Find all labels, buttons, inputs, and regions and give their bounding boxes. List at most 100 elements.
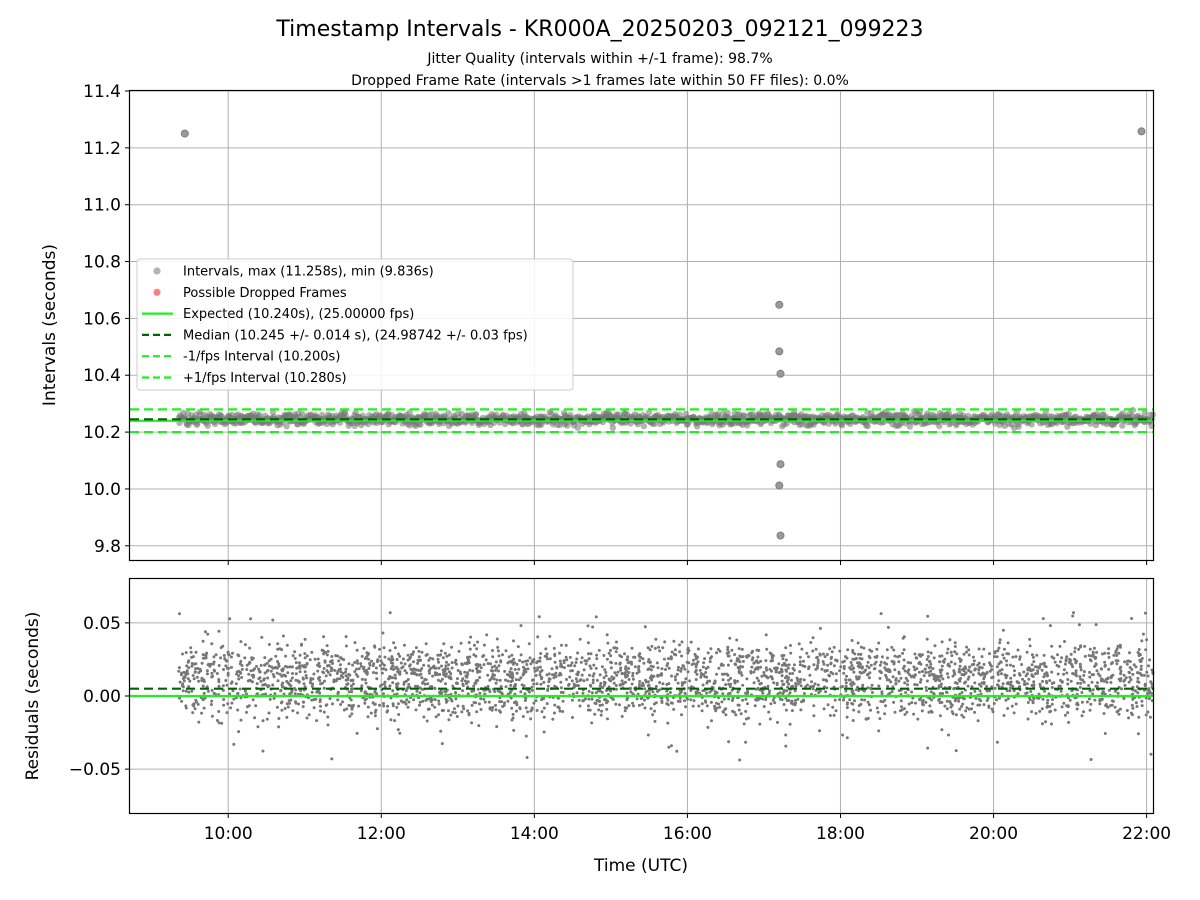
residual-point	[1134, 701, 1138, 705]
intervals-ytick-label: 11.0	[83, 196, 121, 216]
residual-point	[620, 679, 624, 683]
legend-item-4: -1/fps Interval (10.200s)	[142, 350, 340, 365]
residual-point	[764, 698, 768, 702]
residual-point	[515, 662, 519, 666]
residual-point	[210, 688, 214, 692]
residual-point	[417, 655, 421, 659]
residual-point	[1119, 672, 1123, 676]
residual-point	[181, 684, 184, 688]
residual-point	[259, 663, 263, 667]
residual-point	[351, 682, 355, 686]
residual-point	[222, 703, 226, 707]
residual-point	[957, 667, 961, 671]
residual-point	[646, 668, 650, 671]
residual-point	[393, 673, 397, 677]
residual-point	[403, 669, 407, 673]
residual-point	[811, 687, 815, 691]
residual-point	[584, 662, 588, 666]
residual-point	[635, 697, 639, 701]
residual-point	[201, 653, 205, 657]
residual-point	[926, 746, 930, 750]
residual-point	[927, 670, 931, 674]
residual-point	[730, 648, 734, 652]
residual-point	[1130, 668, 1134, 671]
residual-point	[938, 660, 942, 664]
residual-point	[826, 703, 830, 707]
residual-point	[962, 652, 966, 656]
legend-label: Intervals, max (11.258s), min (9.836s)	[183, 265, 434, 280]
residual-point	[575, 657, 579, 661]
residual-point	[627, 671, 631, 674]
residual-point	[185, 664, 189, 668]
residual-point	[902, 648, 906, 652]
residual-point	[997, 662, 1001, 666]
residual-point	[977, 666, 981, 670]
residual-point	[239, 696, 243, 700]
residual-point	[388, 684, 392, 688]
residual-point	[533, 666, 536, 670]
residual-point	[917, 653, 921, 657]
residual-point	[482, 697, 486, 701]
residual-point	[293, 656, 297, 660]
residual-point	[489, 669, 493, 672]
residual-point	[1125, 662, 1129, 666]
residual-point	[344, 667, 348, 671]
residual-point	[839, 685, 843, 689]
residual-point	[799, 677, 803, 681]
residual-point	[625, 706, 629, 710]
residual-point	[1077, 647, 1081, 651]
residual-point	[433, 671, 437, 675]
residual-point	[290, 676, 294, 680]
residual-point	[1025, 650, 1029, 654]
residual-point	[450, 645, 454, 649]
residual-point	[854, 675, 858, 679]
residual-point	[870, 649, 874, 653]
residual-point	[971, 655, 975, 659]
residual-point	[523, 667, 527, 671]
residual-point	[236, 691, 240, 695]
residual-point	[1000, 672, 1003, 676]
residual-point	[1083, 644, 1087, 648]
residual-point	[1058, 644, 1062, 648]
residual-point	[474, 679, 478, 683]
residual-point	[690, 685, 693, 689]
residual-point	[669, 657, 673, 661]
residual-point	[197, 720, 201, 724]
residual-point	[1005, 663, 1009, 667]
residual-point	[225, 683, 229, 687]
residual-point	[1141, 632, 1145, 636]
residual-point	[1092, 673, 1096, 677]
residual-point	[561, 691, 565, 694]
residual-point	[755, 676, 759, 680]
residual-point	[548, 634, 552, 638]
residual-point	[943, 704, 947, 708]
residual-point	[1103, 732, 1107, 735]
intervals-ytick-label: 9.8	[94, 537, 121, 557]
residual-point	[1117, 651, 1121, 655]
residual-point	[881, 700, 885, 704]
residual-point	[610, 675, 614, 679]
residual-point	[331, 702, 334, 706]
residual-point	[1051, 698, 1054, 701]
residual-point	[996, 649, 1000, 653]
residual-point	[1107, 651, 1110, 655]
residual-point	[286, 671, 290, 675]
residual-point	[705, 675, 709, 679]
residual-point	[298, 664, 302, 668]
residual-point	[217, 710, 221, 713]
residual-point	[614, 684, 618, 687]
residual-point	[509, 683, 513, 687]
residual-point	[960, 673, 964, 677]
residual-point	[596, 698, 600, 702]
residual-point	[349, 698, 353, 702]
residual-point	[238, 687, 242, 691]
residual-point	[1119, 677, 1123, 681]
residual-point	[283, 707, 287, 710]
residual-point	[1118, 679, 1122, 683]
residual-point	[1040, 707, 1044, 711]
residual-point	[585, 659, 589, 663]
residual-point	[922, 674, 926, 678]
residual-point	[1012, 689, 1016, 693]
residual-point	[793, 703, 797, 707]
residual-point	[444, 664, 448, 668]
